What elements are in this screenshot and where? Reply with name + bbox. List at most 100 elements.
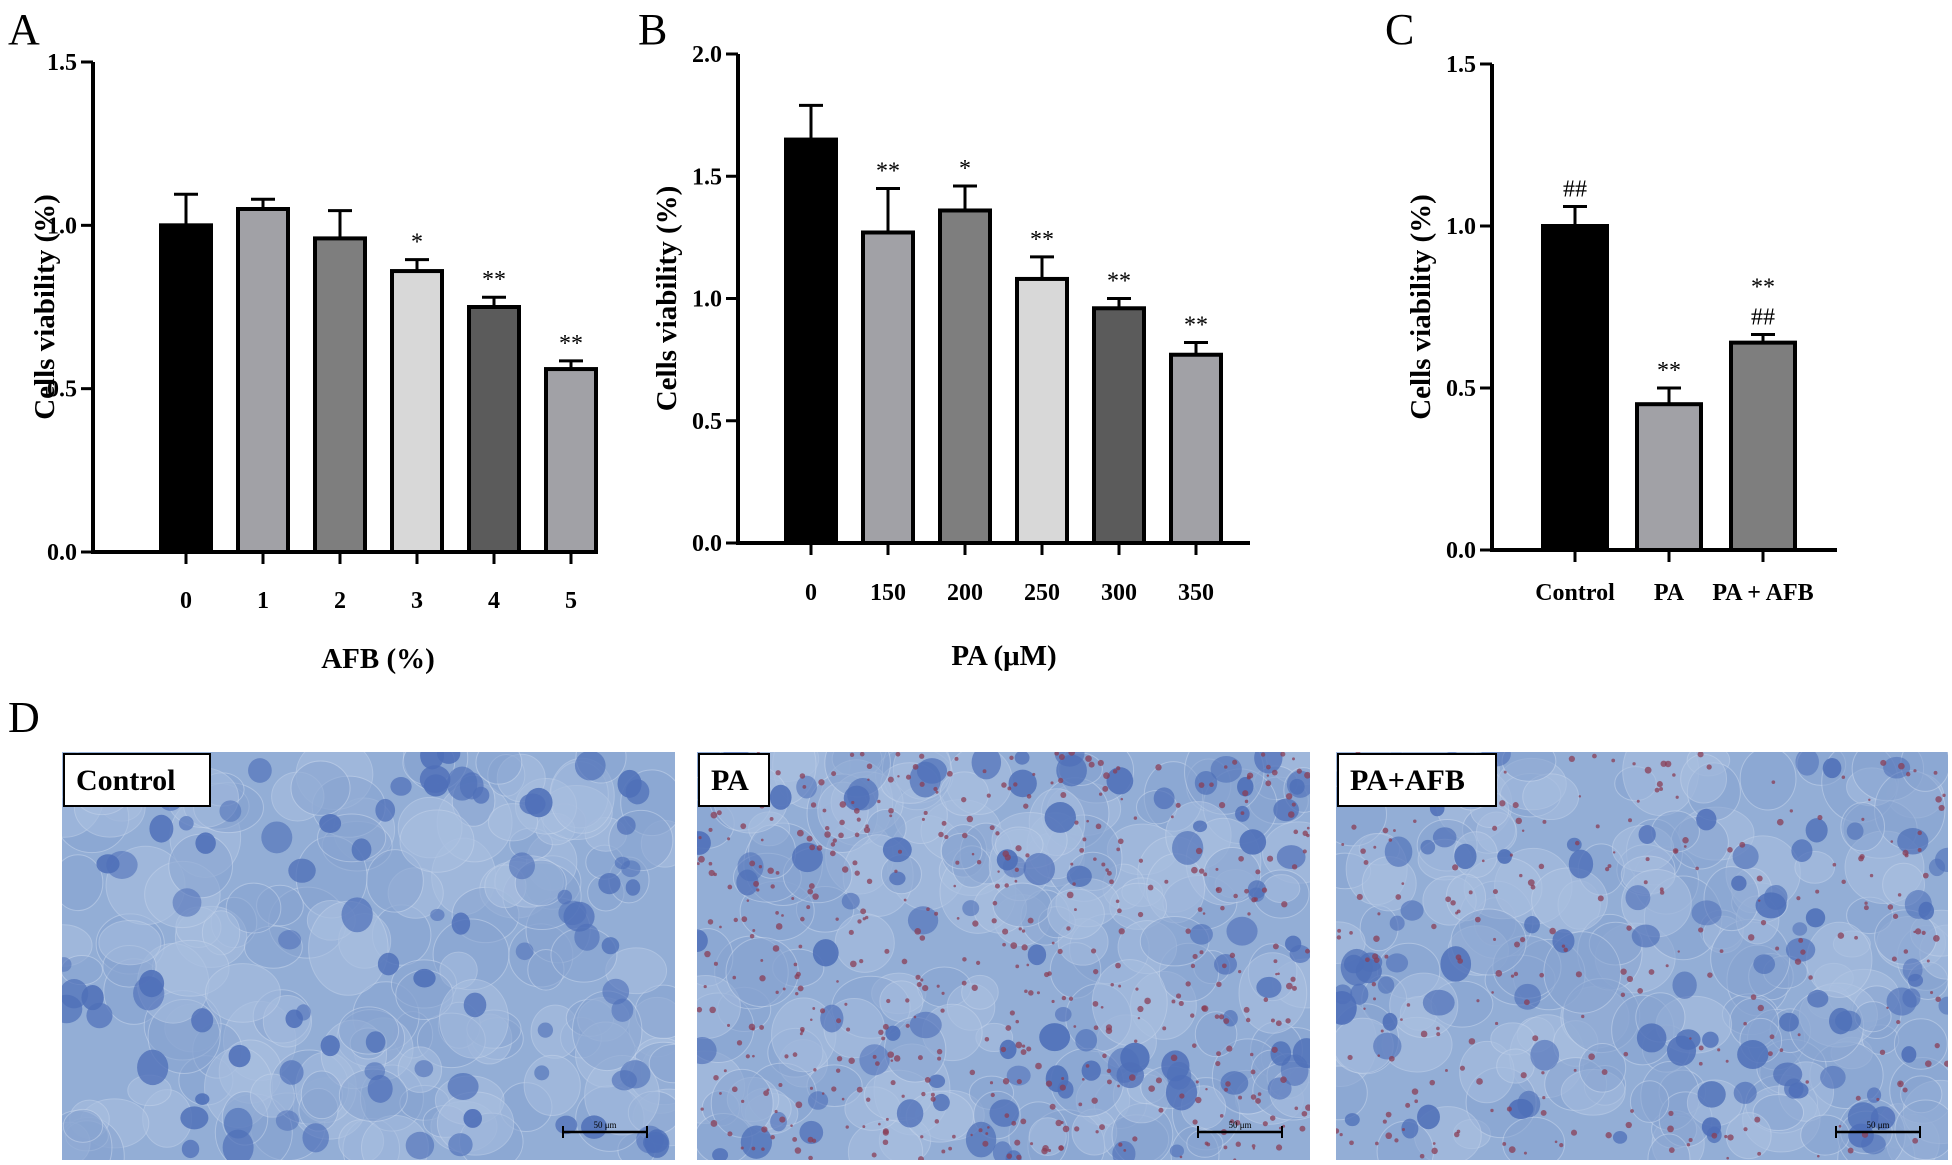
lipid-droplet — [1456, 909, 1461, 914]
lipid-droplet — [818, 779, 825, 786]
lipid-droplet — [1659, 890, 1665, 895]
nucleus — [841, 892, 860, 910]
lipid-droplet — [1838, 1124, 1842, 1128]
lipid-droplet — [1050, 781, 1054, 785]
bar — [1169, 352, 1223, 545]
lipid-droplet — [903, 898, 907, 902]
lipid-droplet — [1106, 870, 1112, 876]
lipid-droplet — [1112, 769, 1118, 774]
lipid-droplet — [1632, 762, 1636, 766]
lipid-droplet — [962, 832, 968, 839]
nucleus — [430, 908, 445, 921]
lipid-droplet — [851, 800, 855, 805]
lipid-droplet — [1106, 1068, 1112, 1074]
significance-label: ## — [1563, 177, 1587, 203]
lipid-droplet — [992, 900, 998, 906]
nucleus — [989, 1099, 1019, 1127]
nucleus — [1454, 843, 1477, 870]
lipid-droplet — [921, 817, 925, 821]
nucleus — [172, 888, 202, 917]
lipid-droplet — [839, 801, 847, 808]
lipid-droplet — [1395, 894, 1402, 900]
nucleus — [228, 1044, 251, 1068]
lipid-droplet — [882, 1023, 889, 1030]
lipid-droplet — [1095, 1130, 1099, 1134]
lipid-droplet — [1061, 995, 1067, 1001]
lipid-droplet — [1707, 972, 1713, 978]
lipid-droplet — [810, 802, 817, 808]
lipid-droplet — [1815, 889, 1820, 894]
nucleus — [1795, 752, 1819, 776]
nucleus — [106, 850, 138, 879]
lipid-droplet — [713, 1074, 719, 1081]
lipid-droplet — [1266, 855, 1274, 862]
lipid-droplet — [1727, 1134, 1734, 1141]
bar — [861, 230, 915, 546]
cell — [62, 854, 104, 912]
nucleus — [574, 923, 600, 951]
lipid-droplet — [862, 917, 866, 921]
nucleus — [697, 929, 708, 953]
significance-label: ** — [1030, 227, 1054, 253]
lipid-droplet — [1436, 1032, 1441, 1037]
lipid-droplet — [698, 855, 705, 863]
lipid-droplet — [790, 1124, 793, 1127]
nucleus — [319, 814, 342, 834]
lipid-droplet — [1861, 817, 1865, 821]
nucleus — [1254, 752, 1283, 774]
nucleus — [364, 1062, 386, 1081]
lipid-droplet — [1002, 942, 1006, 947]
lipid-droplet — [1659, 887, 1664, 892]
lipid-droplet — [1725, 1059, 1729, 1063]
nucleus — [1870, 1106, 1896, 1130]
lipid-droplet — [849, 752, 855, 757]
lipid-droplet — [740, 823, 747, 830]
nucleus — [1612, 1131, 1628, 1144]
lipid-droplet — [1581, 1014, 1585, 1019]
lipid-droplet — [930, 1096, 936, 1102]
significance-label: ** — [876, 158, 900, 184]
lipid-droplet — [1058, 777, 1064, 784]
lipid-droplet — [1747, 934, 1755, 941]
lipid-droplet — [822, 808, 827, 813]
lipid-droplet — [1798, 938, 1804, 943]
lipid-droplet — [1628, 818, 1633, 823]
nucleus — [1625, 885, 1651, 911]
lipid-droplet — [1373, 997, 1377, 1001]
nucleus — [737, 852, 764, 882]
scale-bar-label: 50 μm — [1866, 1120, 1889, 1130]
x-tick-label: Control — [1535, 580, 1615, 606]
lipid-droplet — [1051, 999, 1055, 1004]
lipid-droplet — [1339, 1132, 1343, 1137]
nucleus — [1846, 822, 1864, 840]
lipid-droplet — [1373, 935, 1380, 942]
cell — [1091, 959, 1168, 1046]
lipid-droplet — [700, 1107, 704, 1111]
nucleus — [1106, 767, 1134, 795]
lipid-droplet — [865, 824, 869, 828]
cell — [290, 760, 351, 816]
lipid-droplet — [829, 850, 836, 857]
lipid-droplet — [703, 984, 707, 989]
nucleus — [195, 1093, 210, 1105]
nucleus — [740, 1125, 772, 1159]
y-tick-label: 1.5 — [1446, 52, 1476, 78]
lipid-droplet — [1215, 1060, 1221, 1067]
lipid-droplet — [1527, 879, 1535, 887]
lipid-droplet — [1726, 1156, 1729, 1160]
lipid-droplet — [1454, 1131, 1460, 1138]
lipid-droplet — [1028, 990, 1034, 996]
panel-letter-d: D — [8, 693, 40, 742]
nucleus — [133, 976, 165, 1011]
lipid-droplet — [1197, 907, 1203, 912]
significance-label: ** — [1657, 358, 1681, 384]
lipid-droplet — [1218, 802, 1226, 809]
lipid-droplet — [708, 827, 713, 832]
lipid-droplet — [1098, 792, 1103, 796]
lipid-droplet — [1202, 912, 1206, 915]
lipid-droplet — [941, 1149, 946, 1154]
lipid-droplet — [1245, 1017, 1251, 1023]
lipid-droplet — [1290, 976, 1296, 982]
lipid-droplet — [863, 826, 871, 834]
lipid-droplet — [919, 935, 926, 941]
